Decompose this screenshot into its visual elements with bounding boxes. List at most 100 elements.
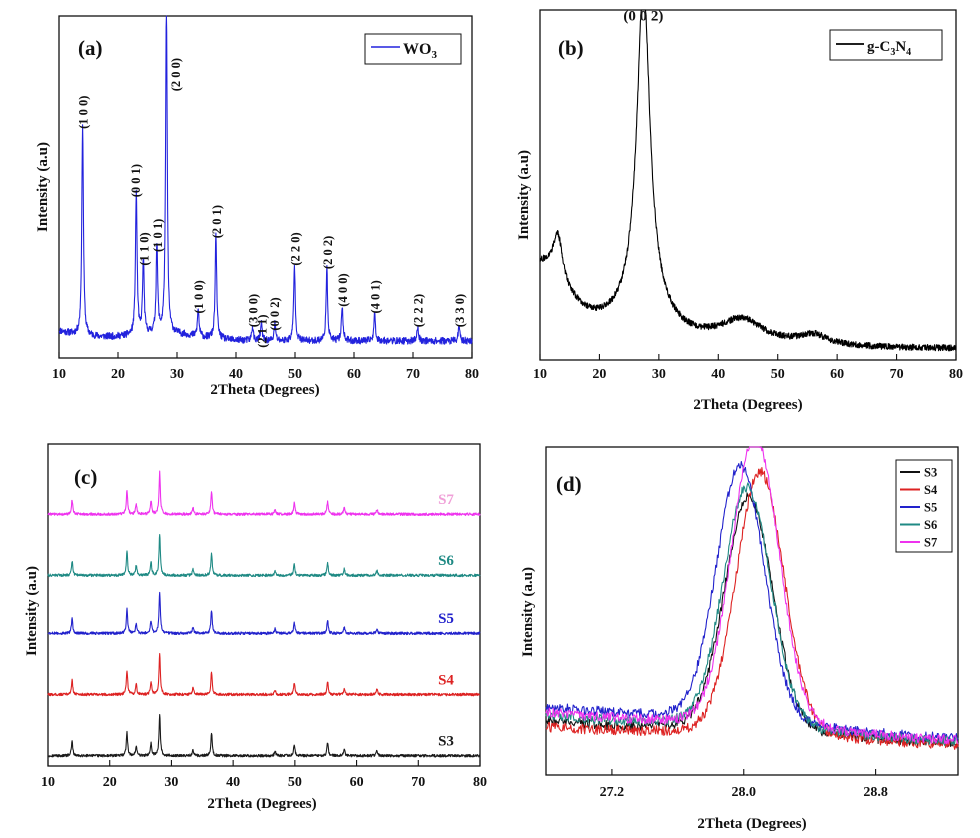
- panel-b-x-tick-label: 20: [592, 367, 606, 382]
- panel-b-legend-label: g-C3N4: [867, 39, 911, 58]
- panel-b-x-tick-label: 50: [771, 367, 785, 382]
- panel-a-series-wo3: [58, 15, 473, 345]
- panel-a: 10 20 30 40 50 60 70 80 (1 0 0)(0 0 1)(1 1 0) (1…: [35, 15, 479, 398]
- panel-d-legend-label-s3: S3: [924, 466, 937, 480]
- panel-d-x-tick-label: 28.0: [732, 785, 757, 800]
- panel-d-legend-label-s5: S5: [924, 501, 937, 515]
- panel-a-peak-annotation: (0 0 1): [129, 164, 143, 197]
- panel-d-x-tick-label: 28.8: [863, 785, 888, 800]
- panel-c-series-label-s6: S6: [438, 553, 454, 569]
- panel-b-legend-sub2: 4: [906, 47, 911, 58]
- panel-a-peak-annotation: (2 0 0): [169, 58, 183, 91]
- panel-b-series-gc3n4: [539, 9, 957, 352]
- panel-b-legend-sub1: 3: [890, 47, 895, 58]
- panel-c-series-label-s5: S5: [438, 611, 454, 627]
- panel-c-series-s3: [47, 713, 481, 758]
- panel-a-peak-annotation: (0 0 2): [268, 297, 282, 330]
- panel-a-peak-annotation: (1 0 1): [151, 219, 165, 252]
- panel-a-x-tick-labels: 10 20 30 40 50 60 70 80: [52, 367, 479, 382]
- panel-a-x-tick-label: 30: [170, 367, 184, 382]
- panel-c-series: [47, 470, 481, 758]
- panel-a-series: [58, 15, 473, 345]
- panel-d-series-s7: [545, 446, 959, 745]
- panel-c-x-ticks: [47, 760, 481, 766]
- panel-a-peak-annotation: (2 2 2): [412, 294, 426, 327]
- panel-d-x-tick-labels: 27.2 28.0 28.8: [600, 785, 888, 800]
- panel-a-x-tick-label: 70: [406, 367, 420, 382]
- panel-a-xlabel: 2Theta (Degrees): [210, 382, 319, 398]
- panel-b-x-tick-label: 80: [949, 367, 963, 382]
- panel-c-series-label-s4: S4: [438, 672, 454, 688]
- panel-d-ylabel: Intensity (a.u): [520, 567, 536, 657]
- panel-a-peak-annotation: (3 0 0): [247, 294, 261, 327]
- panel-c-frame: [47, 443, 481, 767]
- panel-c-ylabel: Intensity (a.u): [24, 566, 40, 656]
- panel-a-peak-annotation: (4 0 0): [336, 273, 350, 306]
- panel-c-series-s4: [47, 652, 481, 697]
- panel-a-peak-annotation: (2 0 2): [321, 236, 335, 269]
- panel-c-x-tick-label: 60: [350, 775, 364, 790]
- panel-d: 27.2 28.0 28.8 S3 S4 S5 S6 S7 (d) 2Theta (Degr…: [520, 446, 959, 832]
- panel-c-series-s5: [47, 591, 481, 636]
- panel-d-series-s4: [545, 467, 959, 750]
- panel-c-series-s6: [47, 534, 481, 578]
- panel-a-legend-label: WO3: [403, 41, 437, 61]
- panel-c-series-label-s3: S3: [438, 734, 454, 750]
- panel-a-peak-annotation: (1 1 0): [137, 232, 151, 265]
- panel-a-x-tick-label: 50: [288, 367, 302, 382]
- panel-b: 10 20 30 40 50 60 70 80 (0 0 2) (b) 2Theta (Deg…: [516, 9, 963, 414]
- panel-a-x-tick-label: 80: [465, 367, 479, 382]
- panel-a-peak-annotation: (2 0 1): [210, 205, 224, 238]
- panel-b-x-tick-label: 10: [533, 367, 547, 382]
- panel-a-frame: [58, 15, 473, 359]
- panel-c-x-tick-label: 40: [226, 775, 240, 790]
- panel-b-ylabel: Intensity (a.u): [516, 150, 532, 240]
- panel-c-x-tick-labels: 10 20 30 40 50 60 70 80: [41, 775, 487, 790]
- panel-d-legend-label-s7: S7: [924, 536, 937, 550]
- panel-b-legend-box: [829, 29, 943, 61]
- panel-b-annotations: (0 0 2): [623, 9, 663, 25]
- panel-b-x-tick-label: 60: [830, 367, 844, 382]
- panel-c-label: (c): [74, 465, 97, 489]
- panel-a-x-tick-label: 10: [52, 367, 66, 382]
- panel-c-x-tick-label: 30: [164, 775, 178, 790]
- panel-c-x-tick-label: 10: [41, 775, 55, 790]
- panel-a-peak-annotation: (2 1 1): [255, 314, 269, 347]
- panel-c-xlabel: 2Theta (Degrees): [207, 796, 316, 812]
- panel-a-label: (a): [78, 36, 103, 60]
- panel-c-x-tick-label: 80: [473, 775, 487, 790]
- panel-a-peak-annotation: (1 0 0): [192, 280, 206, 313]
- panel-c-x-tick-label: 20: [103, 775, 117, 790]
- panel-b-legend-main: g-C: [867, 39, 890, 55]
- panel-a-legend-sub: 3: [431, 49, 437, 61]
- panel-b-x-tick-label: 40: [711, 367, 725, 382]
- panel-d-legend: S3 S4 S5 S6 S7: [895, 459, 953, 553]
- panel-b-xlabel: 2Theta (Degrees): [693, 397, 802, 413]
- panel-b-x-tick-labels: 10 20 30 40 50 60 70 80: [533, 367, 963, 382]
- panel-b-legend-mid: N: [895, 39, 906, 55]
- panel-d-x-tick-label: 27.2: [600, 785, 625, 800]
- panel-a-peak-annotation: (1 0 0): [77, 96, 91, 129]
- panel-a-x-tick-label: 60: [347, 367, 361, 382]
- panel-c-x-tick-label: 70: [411, 775, 425, 790]
- panel-b-frame: [539, 9, 957, 361]
- panel-a-legend: WO3: [364, 33, 462, 65]
- panel-c: 10 20 30 40 50 60 70 80 S3 S4 S5 S6 S7 (c) 2Theta (…: [24, 443, 487, 812]
- panel-a-legend-main: WO: [403, 41, 431, 58]
- panel-b-x-tick-label: 30: [652, 367, 666, 382]
- panel-c-series-label-s7: S7: [438, 492, 454, 508]
- panel-b-x-ticks: [539, 354, 957, 360]
- panel-a-x-tick-label: 20: [111, 367, 125, 382]
- panel-a-ylabel: Intensity (a.u): [35, 142, 51, 232]
- panel-d-series: [545, 446, 959, 750]
- panel-a-peak-annotation: (2 2 0): [288, 232, 302, 265]
- panel-d-legend-label-s4: S4: [924, 483, 938, 497]
- panel-a-x-ticks: [58, 352, 473, 358]
- panel-b-legend: g-C3N4: [829, 29, 943, 61]
- panel-a-annotations: (1 0 0) (0 0 1) (1 1 0) (1 0 1) (2 0 0) (1 0 …: [77, 58, 467, 348]
- panel-b-series: [539, 9, 957, 352]
- panel-c-x-tick-label: 50: [288, 775, 302, 790]
- panel-d-legend-label-s6: S6: [924, 518, 937, 532]
- panel-c-series-s7: [47, 470, 481, 517]
